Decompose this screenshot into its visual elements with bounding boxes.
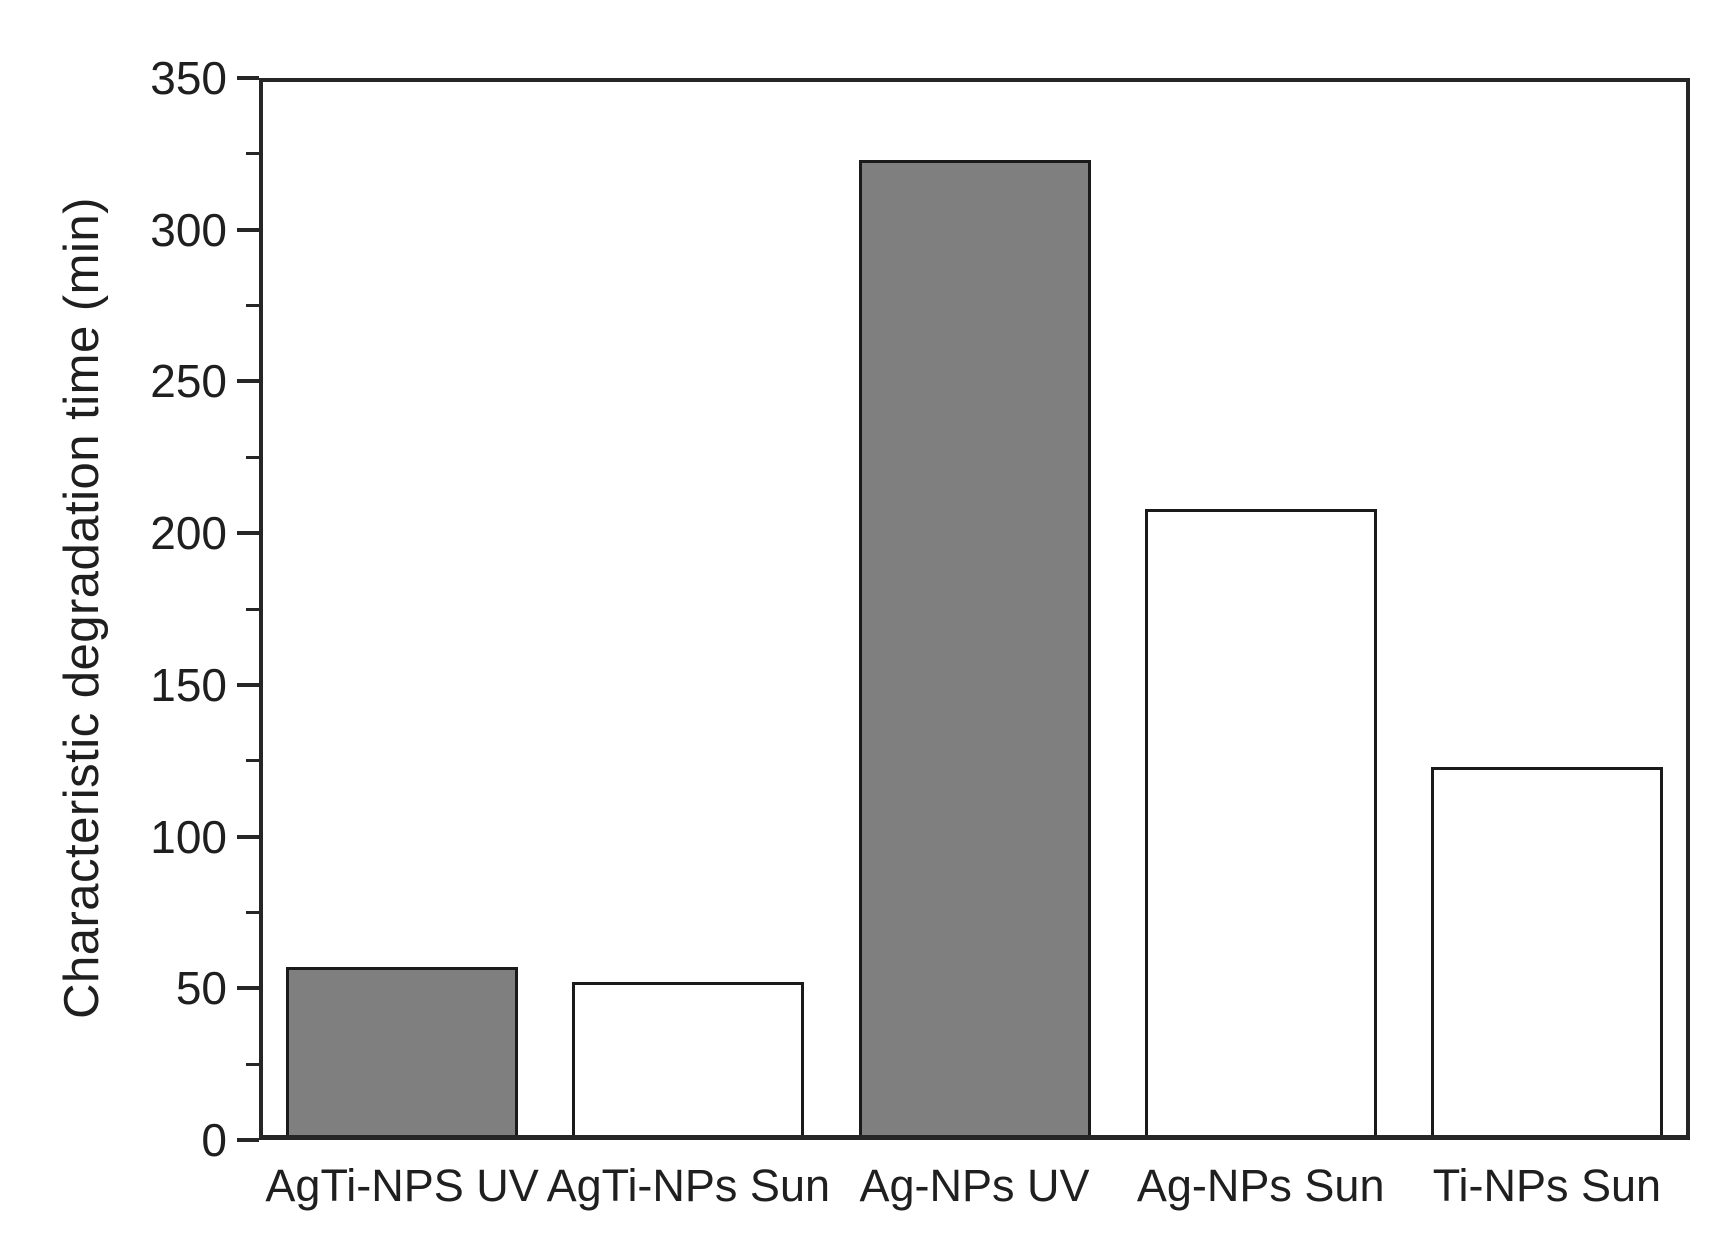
bar-ag-nps-sun	[1144, 508, 1377, 1140]
y-major-tick	[237, 76, 259, 80]
x-category-label: Ag-NPs Sun	[1136, 1160, 1385, 1211]
plot-frame-left	[259, 78, 263, 1140]
y-minor-tick	[246, 910, 259, 914]
plot-frame-bottom	[259, 1135, 1690, 1140]
bar-agti-nps-uv	[286, 967, 519, 1140]
y-major-tick	[237, 682, 259, 687]
y-major-tick	[237, 531, 259, 536]
x-category-label: AgTi-NPs Sun	[546, 1160, 831, 1211]
y-major-tick	[237, 986, 259, 991]
y-tick-label: 250	[150, 355, 227, 408]
y-tick-label: 100	[150, 810, 227, 863]
bar-ti-nps-sun	[1430, 766, 1663, 1140]
y-tick-label: 300	[150, 203, 227, 256]
y-tick-label: 0	[201, 1114, 227, 1166]
y-major-tick	[237, 834, 259, 839]
plot-frame-top	[259, 78, 1690, 82]
y-major-tick	[237, 227, 259, 232]
bar-ag-nps-uv	[858, 159, 1091, 1140]
bar-agti-nps-sun	[572, 982, 805, 1140]
y-minor-tick	[246, 607, 259, 611]
y-minor-tick	[246, 455, 259, 459]
y-tick-label: 350	[150, 52, 227, 104]
x-category-label: Ag-NPs UV	[859, 1160, 1090, 1211]
y-tick-label: 150	[150, 658, 227, 711]
y-major-tick	[237, 1138, 259, 1142]
y-minor-tick	[246, 759, 259, 763]
x-category-label: AgTi-NPS UV	[265, 1160, 539, 1211]
y-axis-title: Characteristic degradation time (min)	[55, 197, 109, 1019]
y-tick-label: 200	[150, 507, 227, 560]
y-tick-label: 50	[175, 962, 227, 1015]
y-minor-tick	[246, 152, 259, 156]
plot-frame-right	[1686, 78, 1690, 1140]
y-minor-tick	[246, 1062, 259, 1066]
x-category-label: Ti-NPs Sun	[1432, 1160, 1662, 1211]
y-major-tick	[237, 379, 259, 384]
y-minor-tick	[246, 304, 259, 308]
